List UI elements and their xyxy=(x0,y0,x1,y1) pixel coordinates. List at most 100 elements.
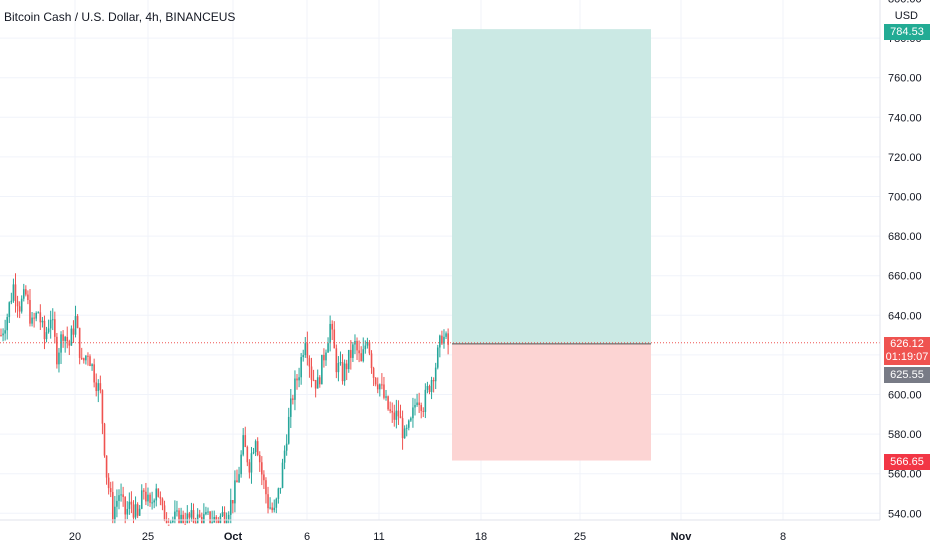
candle-body xyxy=(49,319,52,329)
candle-body xyxy=(407,420,410,428)
candle-body xyxy=(124,496,126,515)
candle-body xyxy=(403,428,406,439)
candle-body xyxy=(8,302,11,318)
current-price-badge: 626.12 01:19:07 xyxy=(884,337,930,365)
candle-body xyxy=(399,416,402,419)
candle-body xyxy=(385,396,387,398)
candle-body xyxy=(281,462,284,488)
candle-body xyxy=(138,508,141,516)
candle-body xyxy=(290,398,292,417)
long-position-tool[interactable] xyxy=(452,29,651,461)
y-tick-label: 560.00 xyxy=(888,469,922,481)
candle-body xyxy=(70,328,73,346)
candle-body xyxy=(180,514,182,524)
candle-body xyxy=(323,354,325,361)
candle-body xyxy=(74,316,77,335)
candle-body xyxy=(27,294,29,300)
candle-body xyxy=(211,522,213,524)
x-tick-label: 11 xyxy=(373,531,384,543)
candle-body xyxy=(234,480,236,504)
candle-body xyxy=(51,319,54,321)
x-tick-label: 20 xyxy=(69,531,81,543)
candle-body xyxy=(318,377,321,385)
candle-body xyxy=(192,510,195,523)
candle-body xyxy=(316,377,319,389)
y-tick-label: 720.00 xyxy=(888,152,922,164)
entry-price-value: 625.55 xyxy=(890,369,924,381)
candle-body xyxy=(441,335,443,344)
candle-body xyxy=(105,455,108,478)
stop-price-badge: 566.65 xyxy=(884,454,930,470)
y-tick-label: 760.00 xyxy=(888,73,922,85)
candle-body xyxy=(267,494,269,509)
x-tick-label: 25 xyxy=(142,531,154,543)
candle-body xyxy=(331,323,333,330)
candle-body xyxy=(238,474,240,483)
candle-body xyxy=(350,349,352,358)
candle-body xyxy=(149,494,151,503)
bar-countdown: 01:19:07 xyxy=(885,351,929,363)
candle-body xyxy=(155,488,158,501)
time-axis[interactable]: 20 25 Oct 6 11 18 25 Nov 8 xyxy=(0,519,880,543)
candle-body xyxy=(327,343,329,353)
candle-body xyxy=(395,410,398,420)
candle-body xyxy=(445,333,447,337)
candle-body xyxy=(221,512,224,516)
candle-body xyxy=(25,289,27,295)
candle-body xyxy=(190,510,193,518)
candle-body xyxy=(18,306,21,312)
profit-zone xyxy=(452,29,651,344)
candle-body xyxy=(41,320,44,323)
candle-body xyxy=(434,367,437,382)
candle-body xyxy=(31,317,33,324)
candle-body xyxy=(325,352,327,361)
candle-body xyxy=(232,500,234,504)
candle-body xyxy=(198,514,201,518)
candle-body xyxy=(263,474,265,481)
candle-body xyxy=(172,519,174,523)
candle-body xyxy=(203,514,205,524)
candle-body xyxy=(207,511,209,513)
candle-body xyxy=(372,368,375,378)
candle-body xyxy=(397,410,400,417)
candle-body xyxy=(87,355,89,357)
candle-body xyxy=(161,498,164,506)
candle-body xyxy=(6,317,9,331)
candle-body xyxy=(33,317,35,319)
x-tick-label: Oct xyxy=(224,531,243,543)
candle-body xyxy=(391,410,394,413)
candle-body xyxy=(410,418,412,421)
candle-body xyxy=(186,513,189,524)
candle-body xyxy=(424,389,427,412)
candle-body xyxy=(389,409,391,411)
candle-body xyxy=(412,407,414,419)
candle-body xyxy=(14,284,17,302)
candle-body xyxy=(97,383,100,392)
chart-grid xyxy=(0,0,880,520)
candle-body xyxy=(261,462,263,475)
candle-body xyxy=(242,435,244,455)
candle-body xyxy=(236,480,238,483)
candle-body xyxy=(80,357,83,359)
y-tick-label: 800.00 xyxy=(888,0,922,6)
candle-body xyxy=(128,501,131,509)
candle-body xyxy=(45,332,48,340)
candle-body xyxy=(126,508,129,515)
candle-body xyxy=(258,454,261,463)
candle-body xyxy=(302,355,305,358)
candle-body xyxy=(285,443,288,451)
price-axis[interactable]: 540.00560.00580.00600.00620.00640.00660.… xyxy=(879,0,922,520)
candle-body xyxy=(256,441,259,455)
x-tick-label: 25 xyxy=(574,531,586,543)
candle-body xyxy=(174,511,176,520)
candle-body xyxy=(68,341,71,346)
y-tick-label: 740.00 xyxy=(888,112,922,124)
candle-body xyxy=(89,356,91,367)
candle-body xyxy=(223,512,226,524)
candle-body xyxy=(153,500,155,503)
candle-body xyxy=(370,353,373,369)
candle-body xyxy=(298,377,300,381)
candle-body xyxy=(120,494,122,496)
x-tick-label: Nov xyxy=(671,531,693,543)
